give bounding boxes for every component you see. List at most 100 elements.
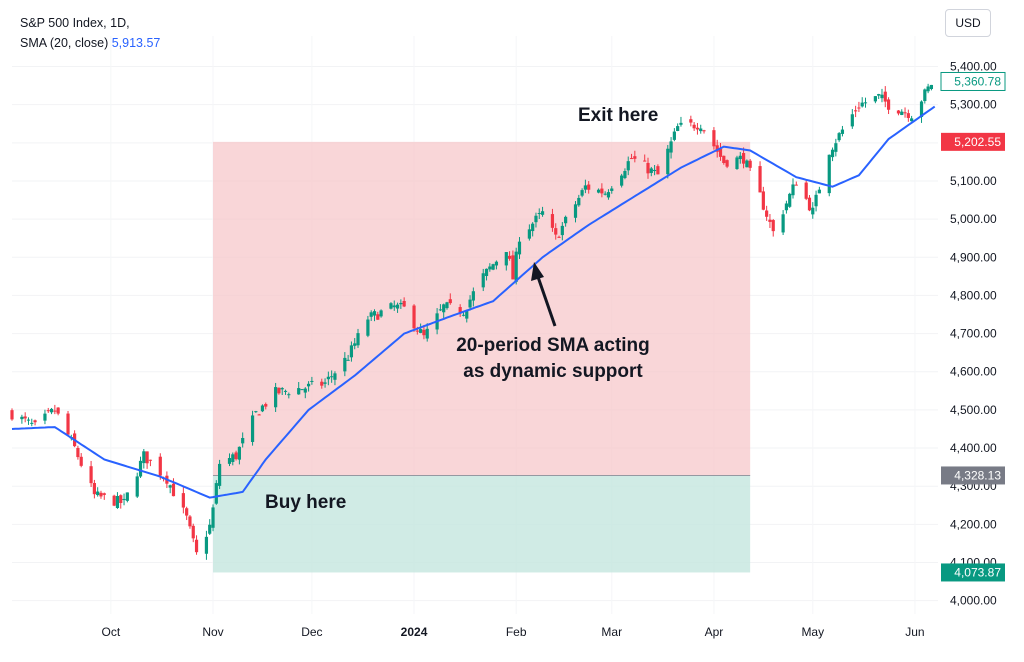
- candle-down: [56, 407, 60, 416]
- candle-down: [92, 479, 96, 499]
- candle-body: [185, 508, 189, 516]
- candle-down: [883, 86, 887, 108]
- candle-up: [827, 154, 831, 197]
- candle-down: [550, 208, 555, 232]
- candle-up: [138, 456, 143, 478]
- candle-down: [692, 122, 696, 131]
- candle-up: [300, 389, 304, 391]
- candle-down: [66, 410, 70, 436]
- candle-up: [26, 417, 31, 425]
- candle-up: [817, 186, 821, 194]
- candle-body: [168, 485, 172, 488]
- candle-body: [550, 214, 555, 228]
- candle-body: [33, 420, 37, 423]
- sma-line: [11, 105, 936, 499]
- candle-up: [323, 378, 327, 388]
- candle-body: [330, 376, 334, 378]
- candle-up: [788, 192, 792, 208]
- candle-body: [807, 197, 812, 211]
- candle-body: [527, 229, 531, 239]
- price-tag-label: 5,360.78: [954, 74, 1001, 88]
- candle-body: [445, 302, 449, 309]
- candle-body: [208, 524, 212, 534]
- candle-up: [297, 382, 301, 395]
- candle-down: [646, 157, 650, 179]
- candle-down: [99, 490, 103, 499]
- candle-body: [415, 330, 419, 332]
- candle-body: [877, 94, 881, 96]
- time-axis[interactable]: Oct Nov Dec 2024 Feb Mar Apr May Jun: [102, 625, 925, 639]
- candle-down: [511, 250, 515, 280]
- candle-body: [425, 328, 429, 339]
- candle-up: [168, 484, 172, 494]
- candle-body: [122, 498, 126, 500]
- candle-down: [181, 487, 185, 514]
- candle-body: [399, 302, 403, 305]
- candle-up: [135, 472, 139, 499]
- candle-down: [458, 304, 462, 317]
- candle-up: [250, 410, 255, 446]
- candle-body: [880, 94, 884, 99]
- candle-body: [689, 119, 693, 123]
- candle-body: [115, 495, 120, 508]
- candle-up: [280, 387, 284, 395]
- candle-up: [330, 370, 334, 383]
- candle-down: [761, 186, 765, 211]
- candle-body: [300, 389, 304, 391]
- candle-body: [287, 394, 291, 396]
- candle-up: [877, 93, 881, 99]
- stop-zone: [213, 475, 751, 573]
- y-tick-label: 4,700.00: [950, 327, 997, 341]
- candle-body: [343, 357, 347, 372]
- exit-annotation: Exit here: [578, 105, 658, 126]
- candle-down: [702, 129, 706, 134]
- candle-body: [218, 463, 222, 486]
- currency-button[interactable]: USD: [945, 9, 991, 37]
- candle-up: [649, 166, 653, 177]
- candle-body: [863, 102, 868, 104]
- candle-body: [652, 169, 657, 172]
- candle-down: [633, 150, 637, 163]
- candle-down: [886, 97, 891, 115]
- candle-body: [310, 380, 314, 382]
- candle-body: [264, 404, 268, 407]
- sma-annotation-line1: 20-period SMA acting: [456, 335, 650, 356]
- candle-body: [784, 203, 789, 211]
- candle-body: [837, 133, 841, 141]
- candle-up: [573, 201, 578, 223]
- position-zones: [213, 141, 751, 573]
- y-tick-label: 5,400.00: [950, 60, 997, 74]
- candle-body: [886, 99, 891, 110]
- candle-up: [326, 371, 330, 386]
- price-tag: 4,073.87: [941, 563, 1005, 582]
- candle-down: [148, 459, 153, 467]
- candle-down: [857, 101, 861, 113]
- candle-up: [468, 295, 472, 311]
- candle-body: [600, 188, 604, 194]
- candle-body: [596, 189, 601, 193]
- y-tick-label: 4,500.00: [950, 403, 997, 417]
- candle-body: [517, 241, 522, 255]
- x-tick-label: Nov: [202, 625, 223, 639]
- candle-up: [491, 263, 495, 271]
- candle-body: [10, 410, 14, 420]
- candle-body: [923, 89, 927, 102]
- legend-sma-value: 5,913.57: [111, 36, 161, 50]
- candle-up: [781, 210, 785, 236]
- candle-body: [171, 483, 176, 497]
- candle-down: [600, 183, 604, 198]
- candle-body: [850, 114, 854, 127]
- candle-body: [102, 493, 106, 495]
- candle-up: [850, 109, 854, 129]
- candle-down: [76, 445, 80, 460]
- candle-body: [303, 388, 307, 393]
- candle-body: [250, 415, 255, 442]
- candle-up: [399, 299, 403, 309]
- candle-body: [333, 373, 337, 380]
- candle-up: [623, 168, 627, 180]
- candle-body: [419, 329, 423, 333]
- candle-up: [389, 302, 393, 310]
- candle-body: [234, 452, 238, 460]
- candle-up: [626, 156, 630, 176]
